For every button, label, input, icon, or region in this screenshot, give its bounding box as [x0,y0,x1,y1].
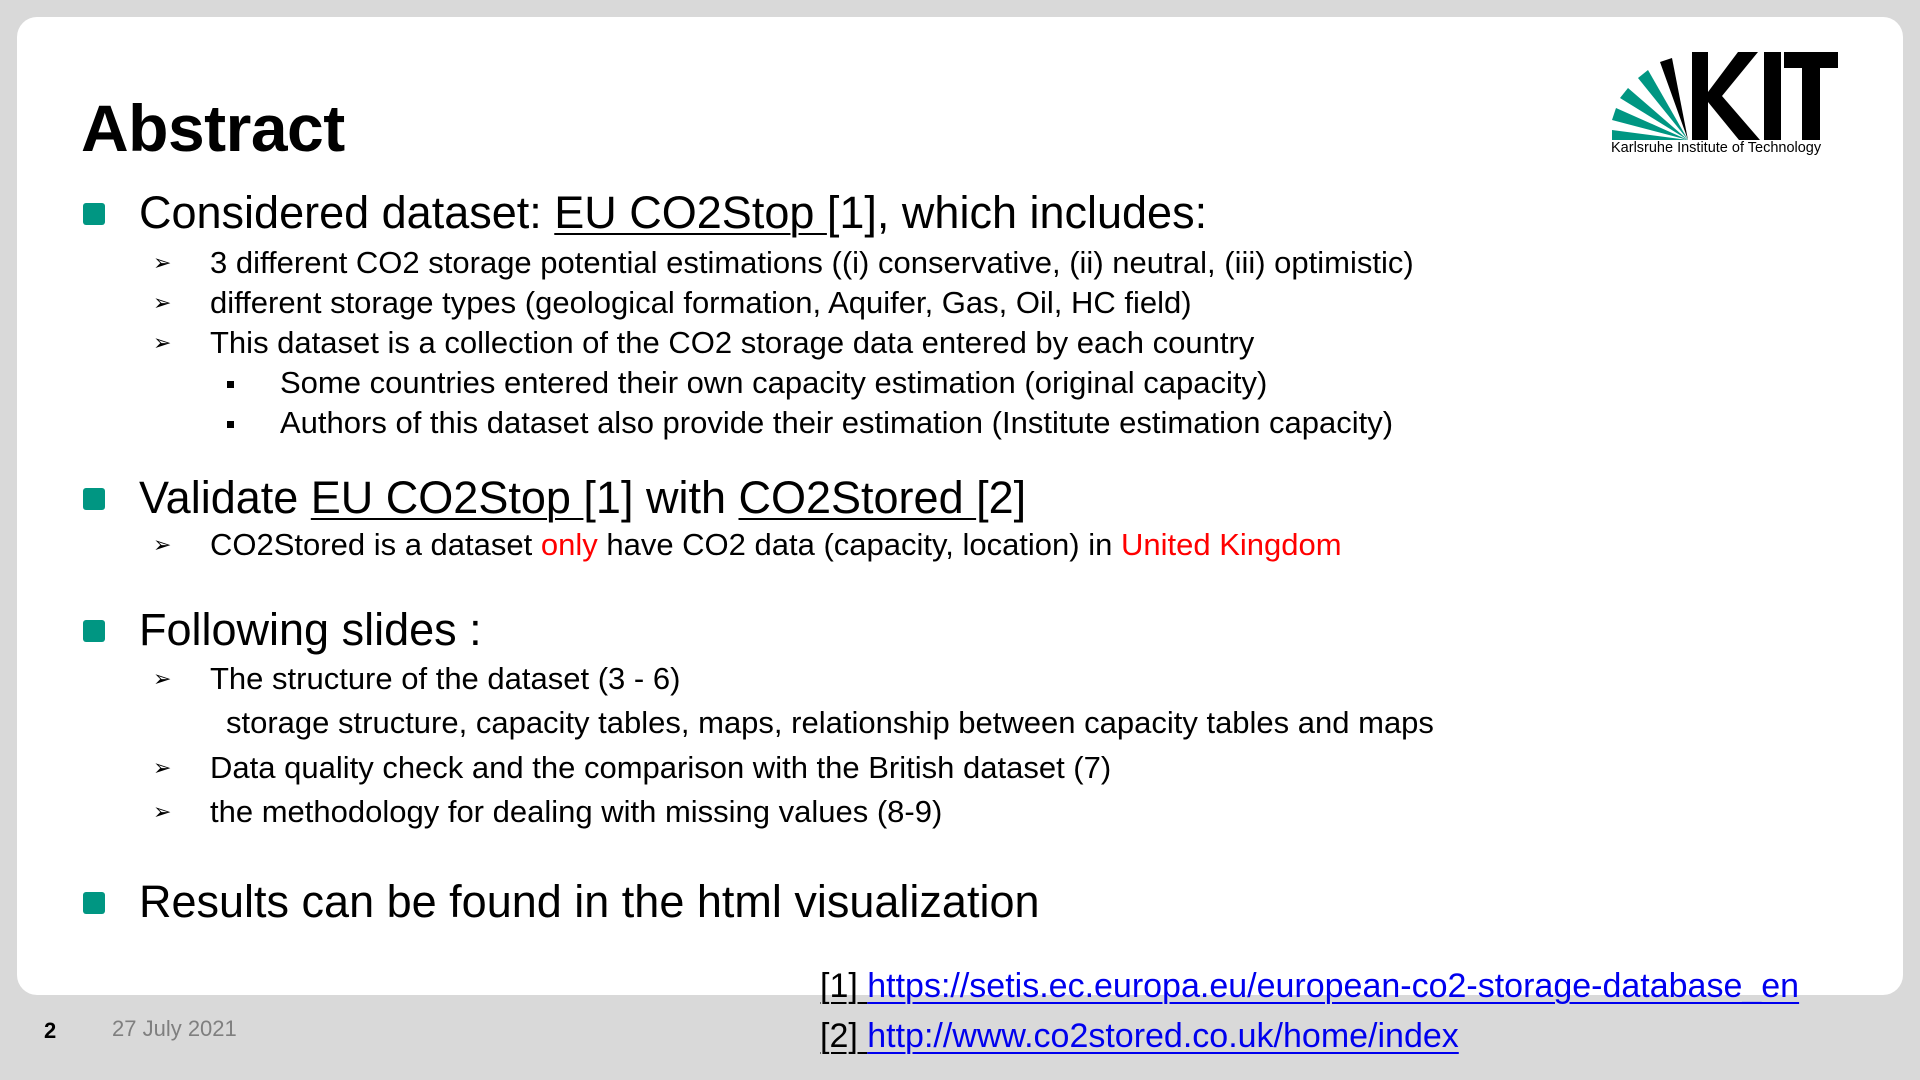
bullet-square-icon [83,620,105,642]
arrow-bullet-icon: ➢ [153,532,172,557]
arrow-bullet-icon: ➢ [153,330,172,355]
list-item: The structure of the dataset (3 - 6) [210,661,681,696]
list-item: different storage types (geological form… [210,285,1192,320]
arrow-bullet-icon: ➢ [153,290,172,315]
list-item: Data quality check and the comparison wi… [210,750,1112,785]
arrow-bullet-icon: ➢ [153,666,172,691]
sub-list-item: Some countries entered their own capacit… [280,365,1268,400]
square-bullet-icon [227,421,234,428]
co2stop-link[interactable]: EU CO2Stop [310,472,584,523]
slide-title: Abstract [81,91,345,165]
logo-subtitle: Karlsruhe Institute of Technology [1611,140,1822,156]
arrow-bullet-icon: ➢ [153,799,172,824]
co2stop-link[interactable]: EU CO2Stop [554,187,827,238]
slide-date: 27 July 2021 [112,1016,237,1041]
bullet-square-icon [83,892,105,914]
sub-list-item: Authors of this dataset also provide the… [280,405,1394,440]
slide [17,17,1903,995]
section3-heading: Following slides : [139,604,482,655]
list-item-continuation: storage structure, capacity tables, maps… [226,705,1434,740]
bullet-square-icon [83,488,105,510]
list-item: This dataset is a collection of the CO2 … [210,325,1255,360]
arrow-bullet-icon: ➢ [153,755,172,780]
reference-link-1[interactable]: https://setis.ec.europa.eu/european-co2-… [867,967,1800,1005]
square-bullet-icon [227,381,234,388]
section4-heading: Results can be found in the html visuali… [139,876,1040,927]
section2-heading: Validate EU CO2Stop [1] with CO2Stored [… [139,472,1027,523]
section1-heading: Considered dataset: EU CO2Stop [1], whic… [139,187,1208,238]
list-item: the methodology for dealing with missing… [210,794,943,829]
arrow-bullet-icon: ➢ [153,250,172,275]
list-item: CO2Stored is a dataset only have CO2 dat… [210,527,1342,562]
page-number: 2 [44,1018,57,1043]
reference-1: [1] https://setis.ec.europa.eu/european-… [820,967,1800,1005]
list-item: 3 different CO2 storage potential estima… [210,245,1414,280]
kit-fan-icon [1612,58,1688,140]
kit-letters [1692,52,1838,140]
kit-logo [1612,52,1838,140]
co2stored-link[interactable]: CO2Stored [738,472,977,523]
reference-2: [2] http://www.co2stored.co.uk/home/inde… [820,1017,1459,1055]
reference-link-2[interactable]: http://www.co2stored.co.uk/home/index [867,1017,1459,1055]
bullet-square-icon [83,203,105,225]
